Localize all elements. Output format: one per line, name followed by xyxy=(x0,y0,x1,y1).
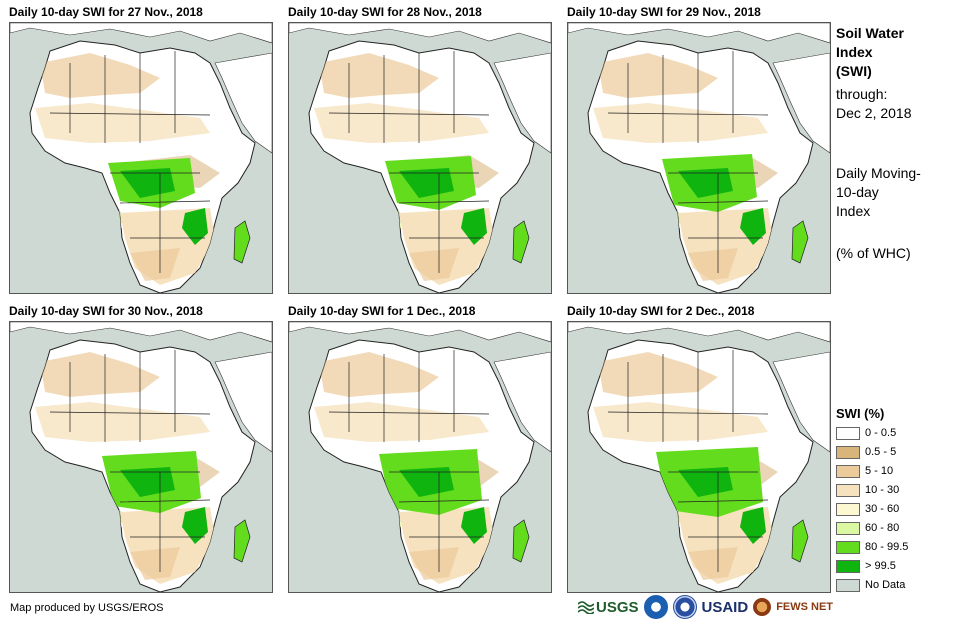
country-borders xyxy=(49,350,211,572)
legend-swatch xyxy=(836,445,860,459)
logo-strip: USGS USAID FEWS NET xyxy=(578,594,833,620)
madagascar-shape xyxy=(791,519,809,563)
saturated-zone xyxy=(399,168,454,198)
angola-moist-zone xyxy=(100,211,122,231)
europe-shape xyxy=(10,23,272,44)
credit-text: Map produced by USGS/EROS xyxy=(10,602,164,614)
legend-label: 30 - 60 xyxy=(865,503,900,515)
panel-title: Daily 10-day SWI for 30 Nov., 2018 xyxy=(9,304,203,318)
saturated-zone xyxy=(120,168,175,198)
mozambique-wet-zone xyxy=(182,507,208,544)
arabia-shape xyxy=(493,52,551,154)
legend-label: No Data xyxy=(865,579,906,591)
saturated-zone xyxy=(120,467,175,497)
saturated-zone xyxy=(678,467,733,497)
europe-shape xyxy=(568,322,830,343)
legend-swatch xyxy=(836,540,860,554)
legend-item: 10 - 30 xyxy=(836,482,899,498)
unit-label: (% of WHC) xyxy=(836,245,911,261)
arabia-shape xyxy=(493,351,551,453)
madagascar-shape xyxy=(233,220,251,264)
arabia-shape xyxy=(772,52,830,154)
legend-label: 0.5 - 5 xyxy=(865,446,897,458)
noaa-logo-icon xyxy=(643,595,668,619)
legend-item: 5 - 10 xyxy=(836,463,893,479)
legend-swatch xyxy=(836,483,860,497)
legend-item: > 99.5 xyxy=(836,558,896,574)
map-image xyxy=(9,321,273,593)
panel-title: Daily 10-day SWI for 28 Nov., 2018 xyxy=(288,5,482,19)
angola-moist-zone xyxy=(379,211,401,231)
panel-title: Daily 10-day SWI for 2 Dec., 2018 xyxy=(567,304,755,318)
saturated-zone xyxy=(678,168,733,198)
legend-label: 5 - 10 xyxy=(865,465,894,477)
europe-shape xyxy=(289,322,551,343)
country-borders xyxy=(49,51,211,273)
legend-item: 80 - 99.5 xyxy=(836,539,908,555)
angola-moist-zone xyxy=(658,510,680,530)
panel-title: Daily 10-day SWI for 29 Nov., 2018 xyxy=(567,5,761,19)
country-borders xyxy=(607,51,769,273)
arabia-shape xyxy=(772,351,830,453)
index-description: Daily Moving- 10-day Index xyxy=(836,165,921,219)
nasa-logo-icon xyxy=(672,595,697,619)
europe-shape xyxy=(10,322,272,343)
mozambique-wet-zone xyxy=(461,507,487,544)
legend-label: 10 - 30 xyxy=(865,484,900,496)
legend-swatch xyxy=(836,578,860,592)
saturated-zone xyxy=(399,467,454,497)
angola-moist-zone xyxy=(658,211,680,231)
country-borders xyxy=(328,51,490,273)
through-date: through: Dec 2, 2018 xyxy=(836,86,912,121)
legend-label: 0 - 0.5 xyxy=(865,427,897,439)
mozambique-wet-zone xyxy=(182,208,208,245)
fews-net-logo: FEWS NET xyxy=(776,601,834,613)
legend-item: 0.5 - 5 xyxy=(836,444,896,460)
legend-item: 0 - 0.5 xyxy=(836,425,896,441)
legend-swatch xyxy=(836,559,860,573)
country-borders xyxy=(607,350,769,572)
country-borders xyxy=(328,350,490,572)
legend-label: 80 - 99.5 xyxy=(865,541,909,553)
angola-moist-zone xyxy=(379,510,401,530)
map-image xyxy=(9,22,273,294)
panel-title: Daily 10-day SWI for 1 Dec., 2018 xyxy=(288,304,476,318)
madagascar-shape xyxy=(791,220,809,264)
arabia-shape xyxy=(214,52,272,154)
fews-globe-icon xyxy=(753,598,772,616)
europe-shape xyxy=(289,23,551,44)
legend-label: 60 - 80 xyxy=(865,522,900,534)
legend-item: No Data xyxy=(836,577,905,593)
legend-swatch xyxy=(836,502,860,516)
legend-item: 60 - 80 xyxy=(836,520,899,536)
legend-label: > 99.5 xyxy=(865,560,896,572)
europe-shape xyxy=(568,23,830,44)
usgs-wave-icon xyxy=(578,601,594,614)
arabia-shape xyxy=(214,351,272,453)
legend-title: SWI (%) xyxy=(836,406,885,421)
usaid-logo: USAID xyxy=(701,598,749,616)
map-image xyxy=(288,22,552,294)
mozambique-wet-zone xyxy=(461,208,487,245)
map-image xyxy=(288,321,552,593)
panel-title: Daily 10-day SWI for 27 Nov., 2018 xyxy=(9,5,203,19)
mozambique-wet-zone xyxy=(740,208,766,245)
madagascar-shape xyxy=(512,519,530,563)
sidebar-title: Soil Water Index (SWI) xyxy=(836,25,904,79)
mozambique-wet-zone xyxy=(740,507,766,544)
legend-item: 30 - 60 xyxy=(836,501,899,517)
angola-moist-zone xyxy=(100,510,122,530)
legend-swatch xyxy=(836,521,860,535)
madagascar-shape xyxy=(233,519,251,563)
map-image xyxy=(567,22,831,294)
madagascar-shape xyxy=(512,220,530,264)
legend-swatch xyxy=(836,426,860,440)
usgs-logo: USGS xyxy=(578,599,639,616)
map-image xyxy=(567,321,831,593)
legend-swatch xyxy=(836,464,860,478)
